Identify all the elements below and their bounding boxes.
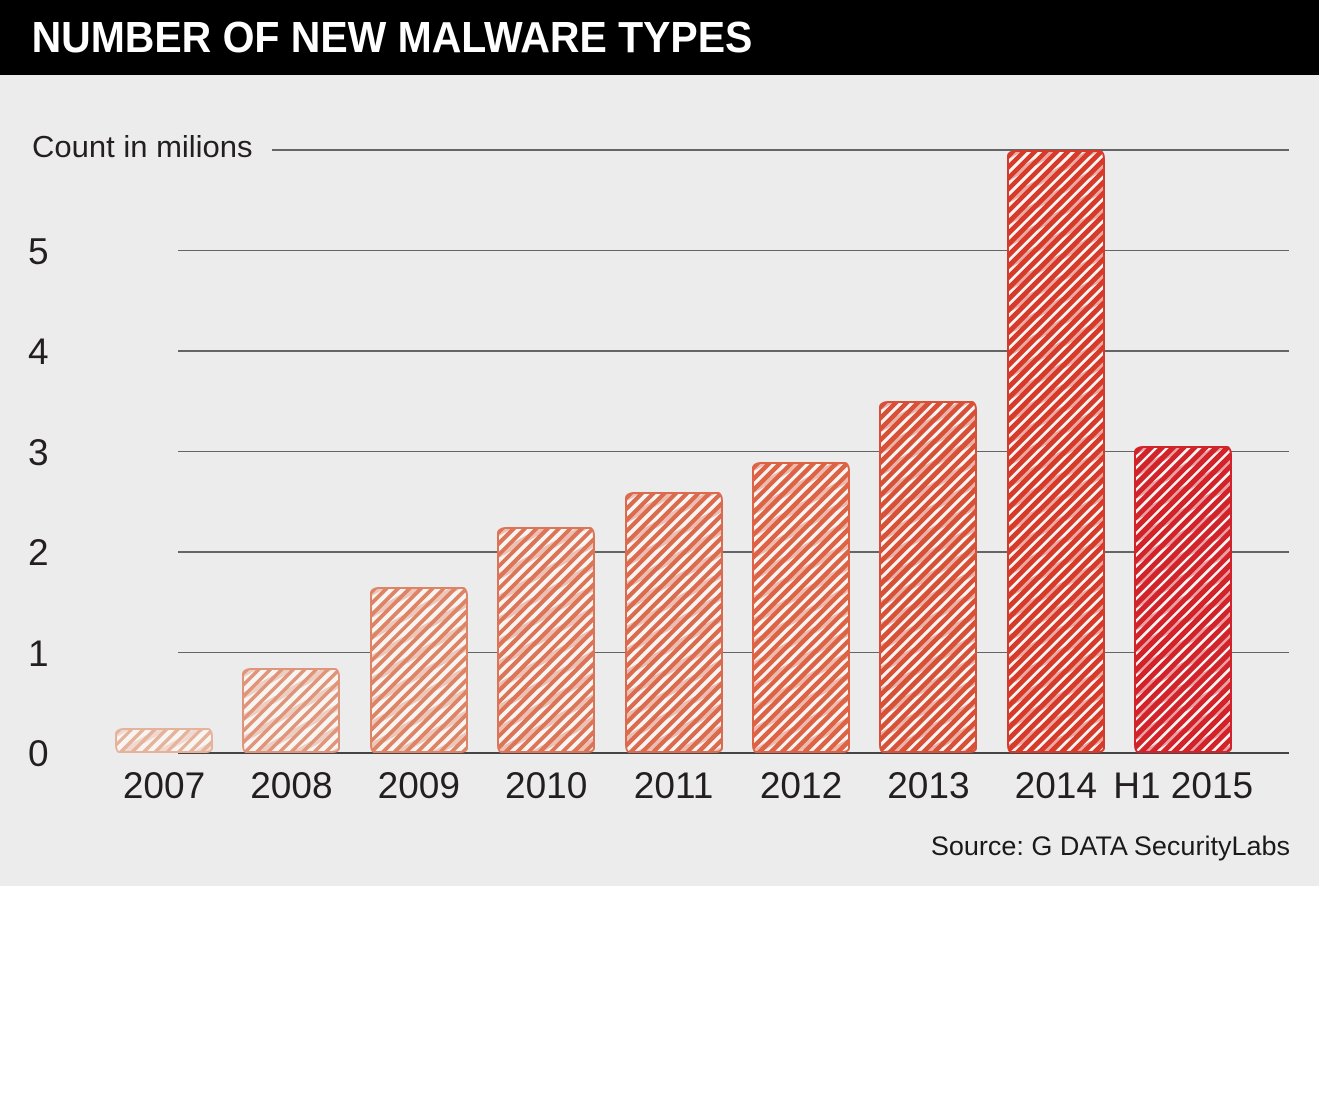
chart-title: NUMBER OF NEW MALWARE TYPES (31, 12, 753, 62)
chart-panel: Count in milions 0 1 2 3 4 5 2007 2008 2009 2010 2… (0, 75, 1319, 886)
gridline (178, 450, 1289, 453)
bar-2008 (242, 667, 341, 753)
source-caption: Source: G DATA SecurityLabs (930, 831, 1290, 861)
title-bar: NUMBER OF NEW MALWARE TYPES (0, 0, 1319, 75)
y-tick-label: 2 (28, 532, 49, 573)
bar-2013 (879, 401, 978, 753)
bar-h1-2015 (1134, 446, 1233, 753)
y-tick-label: 3 (28, 431, 49, 473)
x-tick-label: 2008 (250, 765, 333, 806)
gridline (178, 249, 1289, 252)
x-tick-label: 2007 (122, 765, 206, 806)
gridline (178, 651, 1289, 654)
bar-2011 (624, 491, 723, 753)
x-tick-label: 2010 (505, 765, 588, 806)
x-axis-baseline (178, 752, 1289, 754)
bar-2012 (752, 461, 850, 753)
y-tick-label: 0 (28, 733, 49, 774)
gridline (178, 350, 1289, 352)
gridline (178, 551, 1289, 553)
y-tick-label: 5 (28, 230, 49, 272)
x-tick-label: 2013 (887, 765, 970, 806)
y-tick-label: 1 (28, 632, 49, 674)
x-tick-label: H1 2015 (1113, 765, 1254, 806)
x-tick-label: 2011 (633, 765, 714, 806)
gridline (272, 149, 1289, 151)
x-tick-label: 2009 (377, 765, 460, 806)
bar-2007 (115, 727, 213, 753)
bar-2009 (369, 587, 468, 753)
bar-2010 (497, 526, 596, 753)
x-tick-label: 2014 (1014, 765, 1097, 806)
x-tick-label: 2012 (759, 765, 843, 806)
y-axis-caption: Count in milions (32, 129, 253, 164)
bar-2014 (1006, 150, 1105, 753)
y-tick-label: 4 (28, 331, 49, 372)
